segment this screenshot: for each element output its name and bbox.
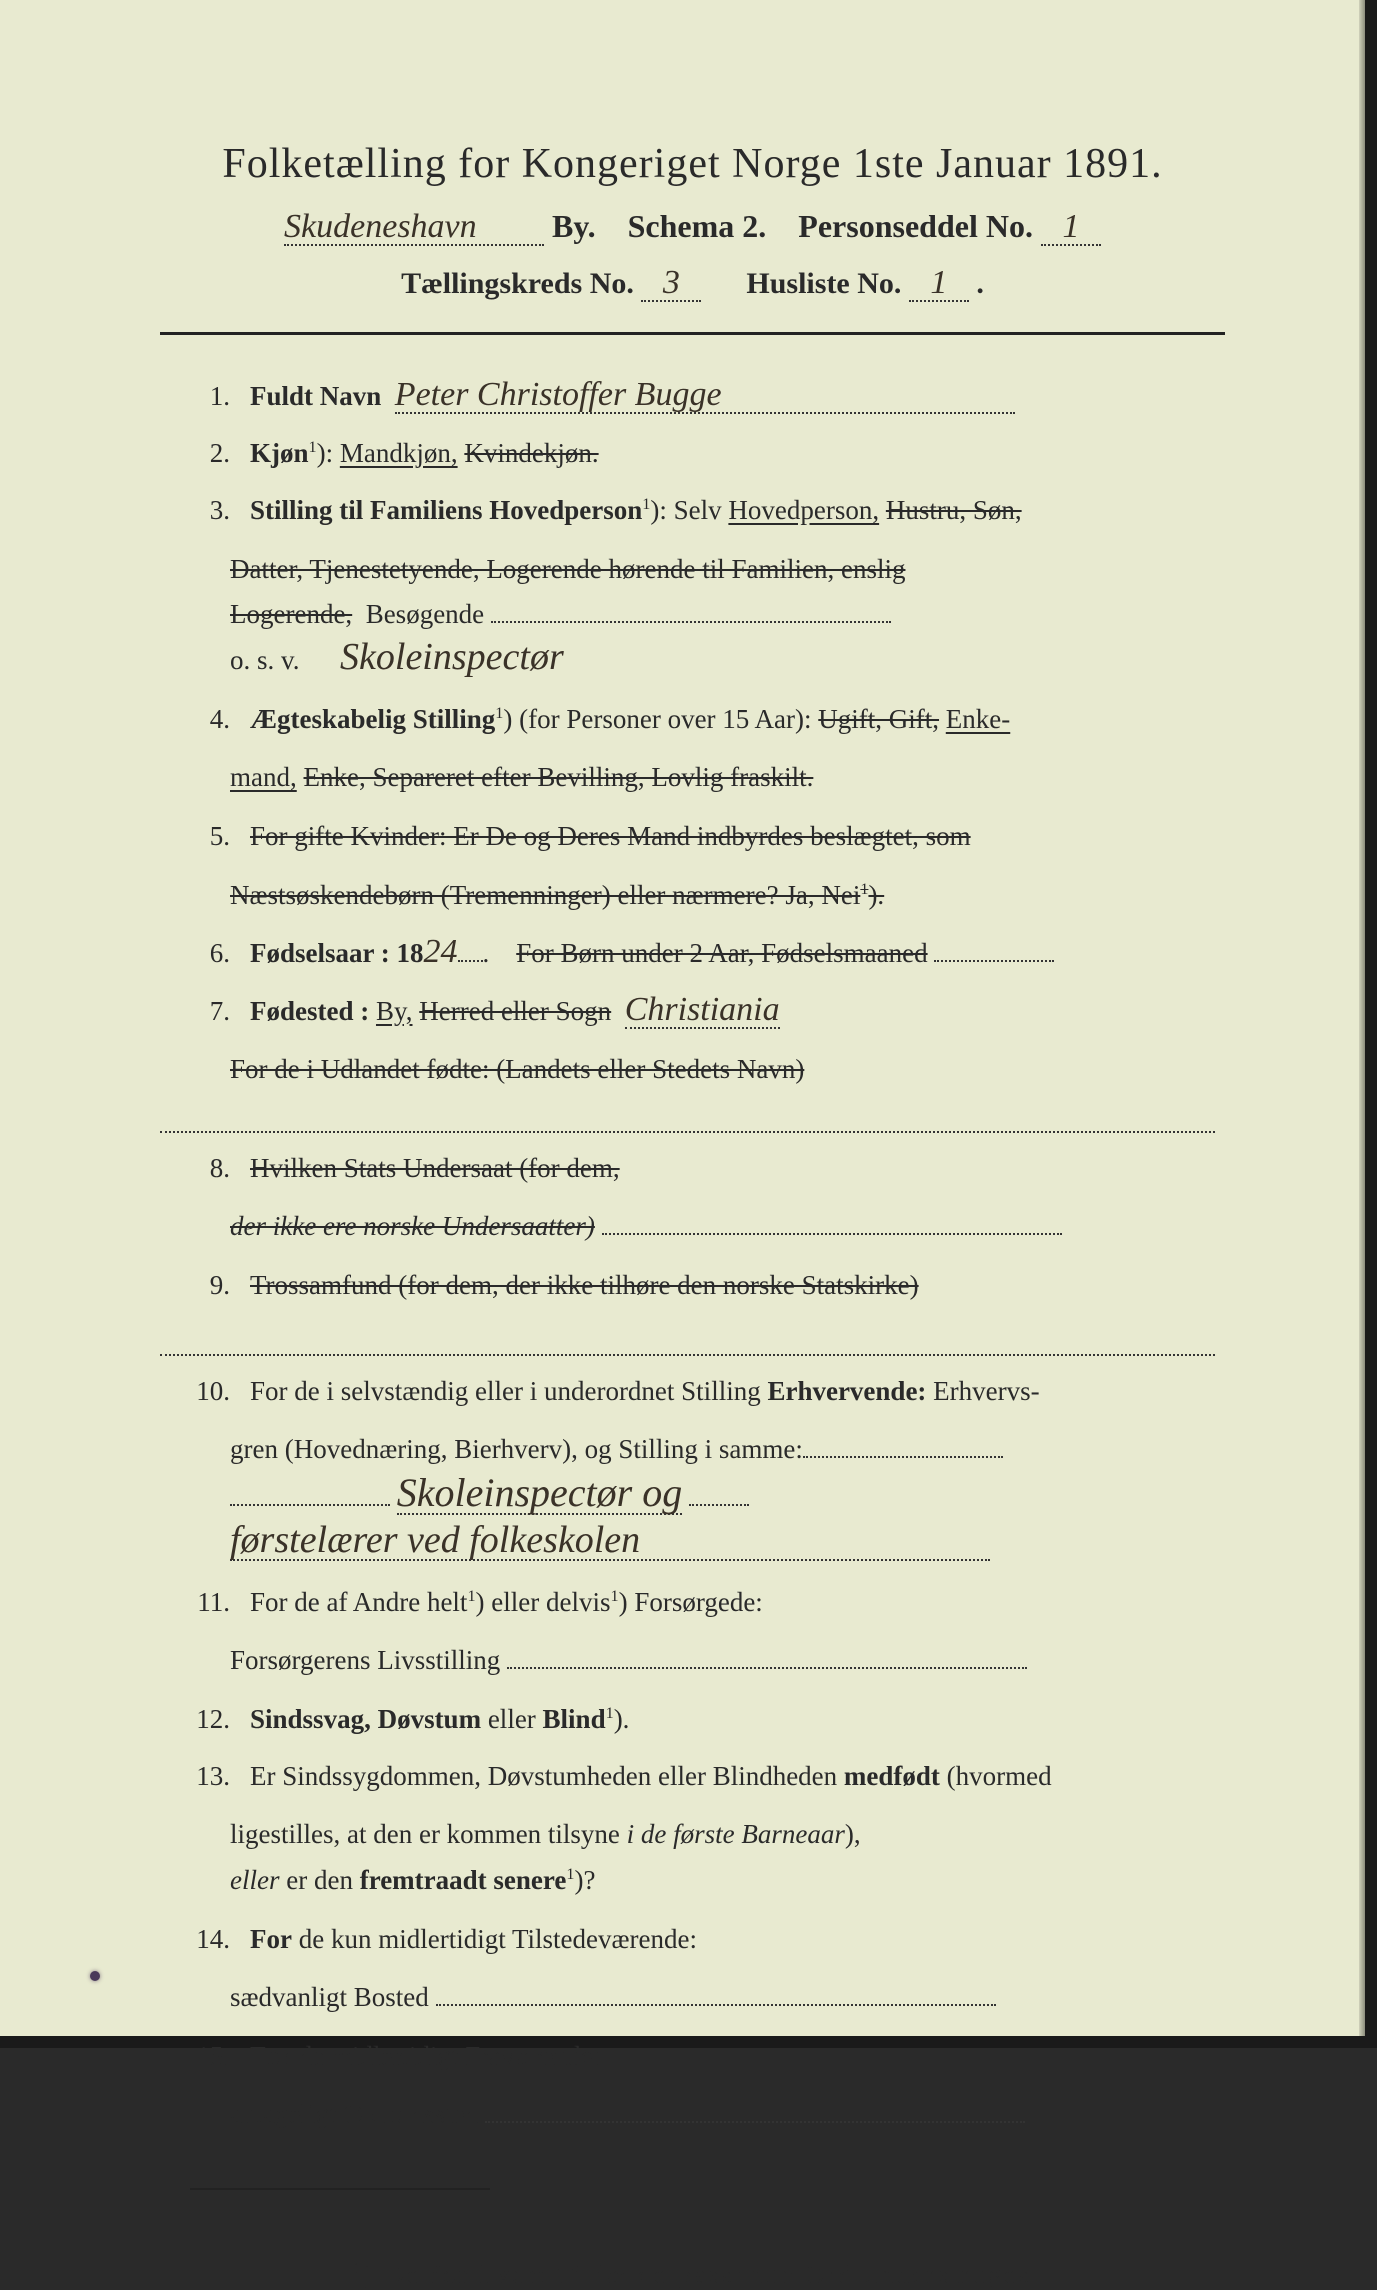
- field-num-7: 7.: [160, 990, 250, 1033]
- stilling-selected: Hovedperson,: [728, 495, 879, 525]
- year-value: 24: [424, 935, 458, 969]
- field-5-line2: Næstsøskendebørn (Tremenninger) eller næ…: [230, 873, 1215, 919]
- by-label: By.: [552, 208, 596, 245]
- husliste-no: 1: [909, 266, 969, 302]
- field-10-line2: gren (Hovednæring, Bierhverv), og Stilli…: [230, 1427, 1215, 1473]
- by-handwritten: Skudeneshavn: [284, 210, 544, 246]
- field-13-line3: eller er den fremtraadt senere1)?: [230, 1858, 1215, 1904]
- erhverv-value-1: Skoleinspectør og: [397, 1473, 683, 1515]
- aegteskab-selected: Enke-: [946, 704, 1010, 734]
- field-num-8: 8.: [160, 1147, 250, 1190]
- field-9-dotline: [160, 1321, 1215, 1355]
- field-3: 3. Stilling til Familiens Hovedperson1):…: [160, 489, 1215, 532]
- field-15-line2: antageligt Opholdssted: [230, 2092, 1215, 2138]
- label-fodested: Fødested :: [250, 996, 369, 1026]
- field-3-line2: Datter, Tjenestetyende, Logerende hørend…: [230, 547, 1215, 593]
- field-15: 15. For de midlertidigt Fraværende:: [160, 2035, 1215, 2078]
- field-num-5: 5.: [160, 815, 250, 858]
- label-aegteskab: Ægteskabelig Stilling: [250, 704, 495, 734]
- stilling-struck1: Hustru, Søn,: [886, 495, 1022, 525]
- census-form-page: Folketælling for Kongeriget Norge 1ste J…: [0, 0, 1377, 2048]
- ink-blot-icon: [90, 1971, 100, 1981]
- label-kjon: Kjøn: [250, 438, 309, 468]
- header-rule: [160, 332, 1225, 335]
- field-7: 7. Fødested : By, Herred eller Sogn Chri…: [160, 990, 1215, 1033]
- field-4-line2: mand, Enke, Separeret efter Bevilling, L…: [230, 755, 1215, 801]
- value-fuldt-navn: Peter Christoffer Bugge: [395, 378, 1015, 414]
- label-fodselsaar: Fødselsaar : 18: [250, 938, 424, 968]
- fodested-value: Christiania: [625, 993, 780, 1029]
- husliste-label: Husliste No.: [746, 267, 901, 300]
- field-num-6: 6.: [160, 932, 250, 975]
- field-num-3: 3.: [160, 489, 250, 532]
- field-num-12: 12.: [160, 1698, 250, 1741]
- footnote: 1) De for hvert Tilfælde passende Ord un…: [100, 2260, 1285, 2290]
- field-10-hw2: førstelærer ved folkeskolen: [230, 1521, 1215, 1567]
- label-fuldt-navn: Fuldt Navn: [250, 381, 381, 411]
- erhverv-value-2: førstelærer ved folkeskolen: [230, 1521, 990, 1561]
- field-num-9: 9.: [160, 1264, 250, 1307]
- field-8-line2: der ikke ere norske Undersaatter): [230, 1204, 1215, 1250]
- personseddel-no: 1: [1041, 210, 1101, 246]
- field-2: 2. Kjøn1): Mandkjøn, Kvindekjøn.: [160, 432, 1215, 475]
- field-13-line2: ligestilles, at den er kommen tilsyne i …: [230, 1812, 1215, 1858]
- personseddel-label: Personseddel No.: [798, 208, 1033, 245]
- field-7-dotline: [160, 1099, 1215, 1133]
- field-14: 14. For de kun midlertidigt Tilstedevære…: [160, 1918, 1215, 1961]
- label-stilling: Stilling til Familiens Hovedperson: [250, 495, 642, 525]
- kjon-struck: Kvindekjøn.: [464, 438, 598, 468]
- form-title: Folketælling for Kongeriget Norge 1ste J…: [100, 140, 1285, 188]
- field-13: 13. Er Sindssygdommen, Døvstumheden elle…: [160, 1755, 1215, 1798]
- taellingskreds-no: 3: [641, 266, 701, 302]
- form-header: Folketælling for Kongeriget Norge 1ste J…: [100, 140, 1285, 302]
- field-12: 12. Sindssvag, Døvstum eller Blind1).: [160, 1698, 1215, 1741]
- field-11: 11. For de af Andre helt1) eller delvis1…: [160, 1581, 1215, 1624]
- field-num-14: 14.: [160, 1918, 250, 1961]
- field-8: 8. Hvilken Stats Undersaat (for dem,: [160, 1147, 1215, 1190]
- field-10-hw1: Skoleinspectør og: [230, 1473, 1215, 1521]
- form-meta: Tællingskreds No. 3 Husliste No. 1 .: [100, 266, 1285, 302]
- field-9: 9. Trossamfund (for dem, der ikke tilhør…: [160, 1264, 1215, 1307]
- stilling-value: Skoleinspectør: [340, 638, 564, 676]
- footnote-rule: [190, 2188, 490, 2190]
- field-3-line4: o. s. v. Skoleinspectør: [230, 638, 1215, 684]
- field-num-2: 2.: [160, 432, 250, 475]
- schema-label: Schema 2.: [628, 208, 767, 245]
- field-num-11: 11.: [160, 1581, 250, 1624]
- field-num-15: 15.: [160, 2035, 250, 2078]
- field-num-4: 4.: [160, 698, 250, 741]
- form-subtitle: Skudeneshavn By. Schema 2. Personseddel …: [100, 208, 1285, 246]
- field-3-line3: Logerende, Besøgende: [230, 592, 1215, 638]
- field-1: 1. Fuldt Navn Peter Christoffer Bugge: [160, 375, 1215, 418]
- field-5: 5. For gifte Kvinder: Er De og Deres Man…: [160, 815, 1215, 858]
- field-11-line2: Forsørgerens Livsstilling: [230, 1638, 1215, 1684]
- field-10: 10. For de i selvstændig eller i underor…: [160, 1370, 1215, 1413]
- stilling-prefix: Selv: [674, 495, 722, 525]
- field-6: 6. Fødselsaar : 1824. For Børn under 2 A…: [160, 932, 1215, 975]
- field-num-13: 13.: [160, 1755, 250, 1798]
- field-num-1: 1.: [160, 375, 250, 418]
- field-4: 4. Ægteskabelig Stilling1) (for Personer…: [160, 698, 1215, 741]
- field-num-10: 10.: [160, 1370, 250, 1413]
- field-7-line2: For de i Udlandet fødte: (Landets eller …: [230, 1047, 1215, 1093]
- field-14-line2: sædvanligt Bosted: [230, 1975, 1215, 2021]
- fields-block: 1. Fuldt Navn Peter Christoffer Bugge 2.…: [160, 375, 1215, 2138]
- kjon-selected: Mandkjøn,: [340, 438, 458, 468]
- taellingskreds-label: Tællingskreds No.: [401, 267, 634, 300]
